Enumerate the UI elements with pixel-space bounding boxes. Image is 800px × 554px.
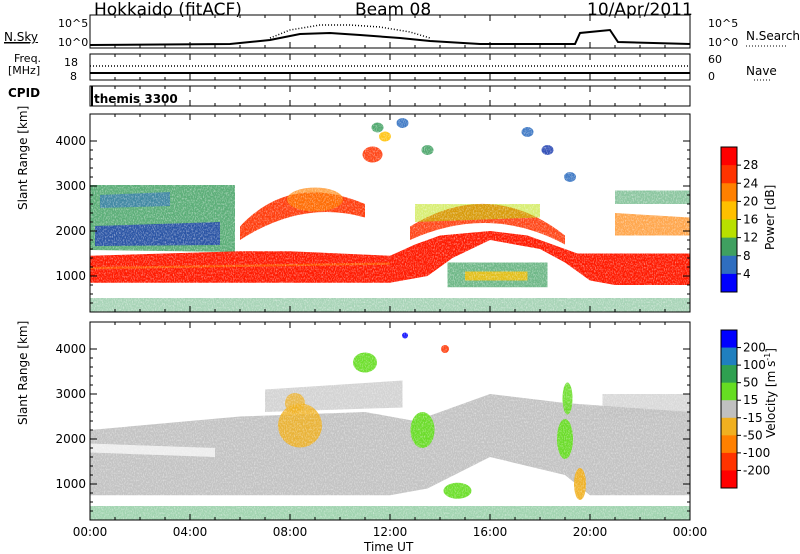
nsky-label: N.Sky: [4, 30, 39, 44]
velocity-ytick-label: 1000: [55, 477, 86, 491]
velocity-colorbar-cell: [721, 452, 737, 471]
nave-tick-bottom: 0: [708, 70, 715, 83]
power-colorbar-tick-label: 16: [743, 213, 758, 227]
power-ytick-label: 3000: [55, 179, 86, 193]
velocity-colorbar-frame: [720, 329, 738, 489]
power-colorbar-cell: [721, 237, 737, 257]
cpid-value: themis 3300: [94, 92, 178, 106]
power-colorbar-cell: [721, 165, 737, 184]
power-colorbar-cell: [721, 183, 737, 202]
power-ytick-label: 4000: [55, 134, 86, 148]
velocity-colorbar-cell: [721, 470, 737, 489]
nsearch-tick-top: 10^5: [708, 17, 739, 30]
freq-label-line2: [MHz]: [8, 64, 41, 77]
velocity-colorbar-tick-label: -50: [743, 428, 763, 442]
velocity-colorbar-tick-label: 200: [743, 341, 766, 355]
nsearch-series-line: [269, 24, 431, 39]
nsearch-tick-bottom: 10^0: [708, 36, 739, 49]
power-colorbar-cell: [721, 255, 737, 275]
power-colorbar-cell: [721, 201, 737, 220]
freq-tick-bottom: 8: [70, 70, 77, 83]
nave-label: Nave: [746, 64, 777, 78]
cpid-label: CPID: [8, 86, 41, 100]
velocity-ytick-label: 2000: [55, 432, 86, 446]
velocity-colorbar-cell: [721, 347, 737, 366]
power-colorbar-tick-label: 4: [743, 267, 751, 281]
nsky-tick-top: 10^5: [58, 17, 89, 30]
velocity-colorbar-cell: [721, 417, 737, 436]
xtick-label: 04:00: [173, 525, 208, 539]
velocity-colorbar-tick-label: -15: [743, 411, 763, 425]
nsearch-label: N.Search: [746, 29, 800, 43]
xtick-label: 00:00: [673, 525, 708, 539]
xtick-label: 12:00: [373, 525, 408, 539]
velocity-ytick-label: 4000: [55, 342, 86, 356]
xtick-label: 16:00: [473, 525, 508, 539]
velocity-colorbar-cell: [721, 435, 737, 454]
nave-tick-top: 60: [708, 53, 722, 66]
velocity-colorbar-tick-label: 50: [743, 376, 758, 390]
velocity-colorbar-cell: [721, 365, 737, 384]
power-colorbar-tick-label: 24: [743, 176, 758, 190]
power-colorbar-tick-label: 28: [743, 158, 758, 172]
power-grain-overlay: [90, 114, 690, 312]
xtick-label: 00:00: [73, 525, 108, 539]
velocity-ytick-label: 3000: [55, 387, 86, 401]
velocity-colorbar-tick-label: 15: [743, 393, 758, 407]
velocity-colorbar-tick-label: 100: [743, 358, 766, 372]
power-colorbar-cell: [721, 147, 737, 166]
freq-tick-top: 18: [64, 56, 78, 69]
power-ytick-label: 1000: [55, 269, 86, 283]
xlabel: Time UT: [364, 540, 414, 554]
velocity-colorbar-cell: [721, 382, 737, 401]
power-colorbar-cell: [721, 219, 737, 239]
xtick-label: 20:00: [573, 525, 608, 539]
nsky-tick-bottom: 10^0: [58, 36, 89, 49]
velocity-colorbar-tick-label: -100: [743, 446, 770, 460]
nsky-series-line: [89, 28, 691, 46]
power-ytick-label: 2000: [55, 224, 86, 238]
velocity-grain-overlay: [90, 322, 690, 520]
power-colorbar-tick-label: 20: [743, 194, 758, 208]
velocity-colorbar-tick-label: -200: [743, 463, 770, 477]
freq-label-line1: Freq.: [14, 52, 42, 65]
velocity-colorbar-cell: [721, 330, 737, 349]
velocity-colorbar-cell: [721, 400, 737, 419]
power-colorbar-tick-label: 12: [743, 231, 758, 245]
power-colorbar-tick-label: 8: [743, 249, 751, 263]
power-colorbar-cell: [721, 273, 737, 293]
xtick-label: 08:00: [273, 525, 308, 539]
